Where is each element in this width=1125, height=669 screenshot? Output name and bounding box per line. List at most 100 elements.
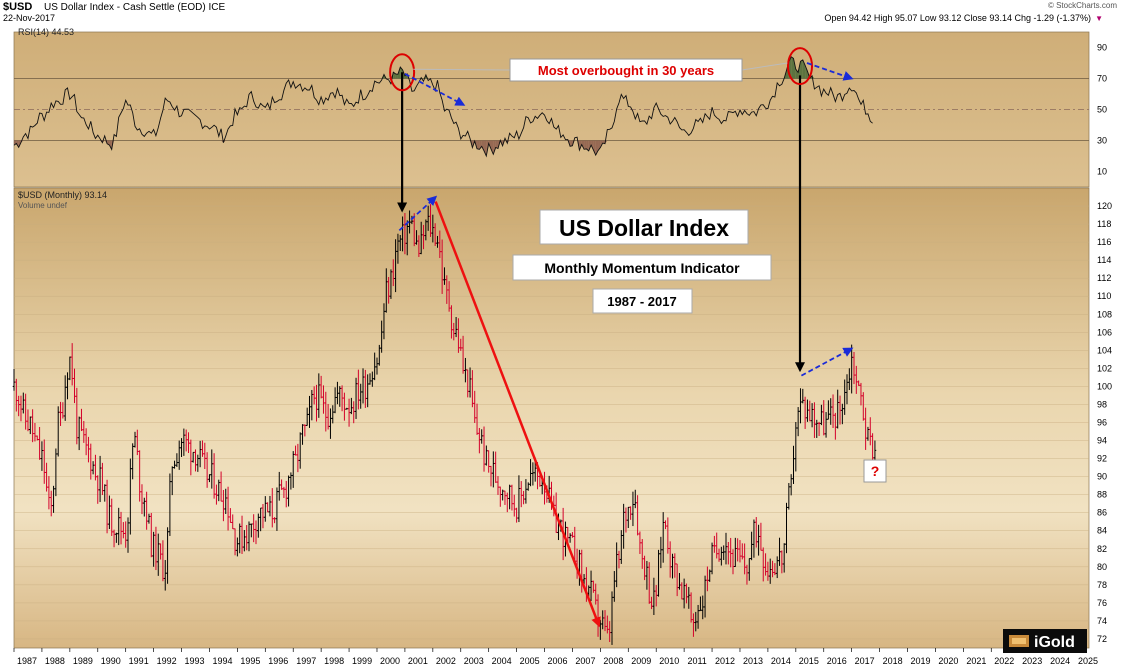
year-tick-label: 2023 xyxy=(1022,656,1042,666)
rsi-tick-label: 50 xyxy=(1097,105,1107,115)
year-tick-label: 2017 xyxy=(855,656,875,666)
price-tick-label: 84 xyxy=(1097,526,1107,536)
price-divergence-arrow-2016 xyxy=(800,347,854,377)
chart-date: 22-Nov-2017 xyxy=(3,13,56,23)
rsi-oversold-fill xyxy=(495,140,498,149)
year-tick-label: 1988 xyxy=(45,656,65,666)
year-tick-label: 2008 xyxy=(603,656,623,666)
year-axis-ticks: 1987 1988 1989 1990 1991 1992 1993 1994 1995 1996… xyxy=(13,648,1098,666)
rsi-overbought-fill xyxy=(805,65,808,79)
year-tick-label: 1999 xyxy=(352,656,372,666)
rsi-oversold-fill xyxy=(570,140,573,147)
callout-connector-left xyxy=(413,68,511,71)
rsi-oversold-fill xyxy=(477,140,480,150)
year-tick-label: 2012 xyxy=(715,656,735,666)
chart-header: $USD US Dollar Index - Cash Settle (EOD)… xyxy=(0,0,1125,24)
date-range: 1987 - 2017 xyxy=(607,294,676,309)
year-tick-label: 1990 xyxy=(101,656,121,666)
year-tick-label: 2011 xyxy=(687,656,706,666)
year-tick-label: 1996 xyxy=(268,656,288,666)
price-tick-label: 112 xyxy=(1097,273,1111,283)
callout-box: Most overbought in 30 years xyxy=(509,58,743,82)
instrument-name: US Dollar Index - Cash Settle (EOD) ICE xyxy=(44,2,226,13)
subtitle-box: Monthly Momentum Indicator xyxy=(512,254,772,281)
callout-text: Most overbought in 30 years xyxy=(538,63,714,78)
year-tick-label: 2020 xyxy=(938,656,958,666)
year-tick-label: 2024 xyxy=(1050,656,1070,666)
down-triangle-icon: ▼ xyxy=(1095,14,1103,23)
year-tick-label: 1992 xyxy=(157,656,177,666)
price-tick-label: 98 xyxy=(1097,399,1107,409)
rsi-tick-label: 10 xyxy=(1097,167,1107,177)
price-tick-label: 74 xyxy=(1097,616,1107,626)
price-panel-label: $USD (Monthly) 93.14 xyxy=(18,190,107,200)
rsi-oversold-fill xyxy=(14,140,17,146)
rsi-overbought-fill xyxy=(395,73,398,79)
rsi-oversold-fill xyxy=(584,140,587,150)
rsi-axis-ticks: 10 30 50 70 90 xyxy=(1097,43,1107,177)
price-tick-label: 104 xyxy=(1097,345,1112,355)
price-tick-label: 76 xyxy=(1097,598,1107,608)
price-tick-label: 114 xyxy=(1097,255,1111,265)
downtrend-arrow xyxy=(434,201,601,628)
year-tick-label: 1997 xyxy=(296,656,316,666)
overbought-circle-2015 xyxy=(787,47,814,86)
price-tick-label: 80 xyxy=(1097,562,1107,572)
rsi-oversold-fill xyxy=(491,140,494,155)
rsi-oversold-fill xyxy=(484,140,487,157)
year-tick-label: 2014 xyxy=(771,656,791,666)
brand-text: iGold xyxy=(1034,634,1075,651)
price-tick-label: 94 xyxy=(1097,436,1107,446)
price-divergence-arrow-2001 xyxy=(398,195,438,232)
price-tick-label: 110 xyxy=(1097,291,1111,301)
rsi-overbought-fill xyxy=(795,69,799,79)
year-tick-label: 2025 xyxy=(1078,656,1098,666)
price-tick-label: 116 xyxy=(1097,237,1111,247)
year-tick-label: 2001 xyxy=(408,656,428,666)
rsi-oversold-fill xyxy=(109,140,112,150)
year-tick-label: 2021 xyxy=(966,656,986,666)
stockcharts-credit[interactable]: © StockCharts.com xyxy=(1047,1,1117,10)
year-tick-label: 2016 xyxy=(827,656,847,666)
year-tick-label: 2022 xyxy=(994,656,1014,666)
rsi-series-line xyxy=(13,56,873,158)
price-tick-label: 88 xyxy=(1097,490,1107,500)
year-tick-label: 1989 xyxy=(73,656,93,666)
year-tick-label: 2006 xyxy=(548,656,568,666)
ohlc-readout: Open 94.42 High 95.07 Low 93.12 Close 93… xyxy=(824,13,1091,23)
year-tick-label: 2002 xyxy=(436,656,456,666)
price-tick-label: 96 xyxy=(1097,418,1107,428)
year-tick-label: 2015 xyxy=(799,656,819,666)
rsi-oversold-fill xyxy=(591,140,594,150)
annotation-layer xyxy=(389,47,854,628)
rsi-oversold-fill xyxy=(572,140,575,146)
rsi-oversold-fill xyxy=(586,140,589,151)
chart-subtitle: Monthly Momentum Indicator xyxy=(544,260,740,276)
year-tick-label: 1993 xyxy=(185,656,205,666)
overbought-circle-2001 xyxy=(389,53,416,92)
igold-logo: iGold xyxy=(1003,629,1087,653)
price-tick-label: 90 xyxy=(1097,472,1107,482)
price-tick-label: 118 xyxy=(1097,219,1111,229)
chart-title: US Dollar Index xyxy=(559,215,729,241)
price-tick-label: 100 xyxy=(1097,381,1112,391)
volume-label: Volume undef xyxy=(18,201,68,210)
year-tick-label: 2007 xyxy=(575,656,595,666)
rsi-oversold-fill xyxy=(581,140,585,150)
rsi-tick-label: 30 xyxy=(1097,136,1107,146)
rsi-tick-label: 70 xyxy=(1097,74,1107,84)
chart-svg: 10 30 50 70 90 72 74 76 78 80 82 84 86 88 90 92 94 96 98 1… xyxy=(12,27,1112,666)
question-mark: ? xyxy=(871,463,880,479)
year-tick-label: 2009 xyxy=(631,656,651,666)
rsi-oversold-fill xyxy=(493,140,496,155)
price-tick-label: 102 xyxy=(1097,363,1112,373)
question-box: ? xyxy=(863,459,887,483)
symbol: $USD xyxy=(3,1,33,13)
rsi-overbought-fill xyxy=(800,59,803,79)
price-tick-label: 92 xyxy=(1097,454,1107,464)
rsi-tick-label: 90 xyxy=(1097,43,1107,53)
rsi-oversold-fill xyxy=(481,140,485,151)
rsi-panel-label: RSI(14) 44.53 xyxy=(18,27,74,37)
price-tick-label: 72 xyxy=(1097,634,1107,644)
year-tick-label: 2004 xyxy=(492,656,512,666)
